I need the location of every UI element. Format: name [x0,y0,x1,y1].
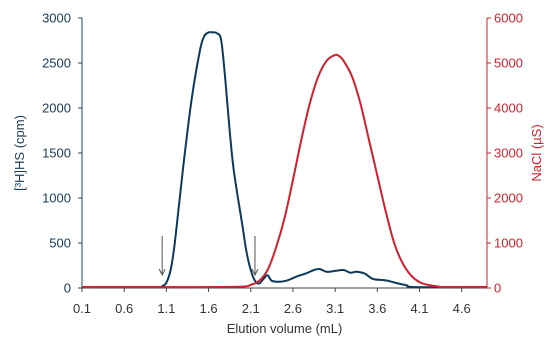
right-y-tick-label: 3000 [494,146,523,161]
left-y-tick-label: 500 [49,236,71,251]
nacl-series-line [81,53,488,289]
right-y-axis-title: NaCl (µS) [529,124,544,181]
arrows [158,236,259,277]
right-y-tick-label: 6000 [494,11,523,26]
left-y-tick-label: 3000 [42,11,71,26]
right-y-tick-label: 0 [494,281,501,296]
right-y-tick-label: 4000 [494,101,523,116]
x-tick-label: 2.1 [242,301,260,316]
ticks: 0.1 0.6 1.1 1.6 2.1 2.6 3.1 3.6 4.1 4.6 0 500 1000 15… [42,11,523,317]
left-y-tick-label: 0 [64,281,71,296]
x-axis-title: Elution volume (mL) [227,321,343,336]
x-tick-label: 4.1 [410,301,428,316]
right-y-tick-label: 2000 [494,191,523,206]
left-y-tick-label: 1500 [42,146,71,161]
x-tick-label: 1.6 [200,301,218,316]
left-y-tick-label: 1000 [42,191,71,206]
left-y-axis-title: [³H]HS (cpm) [12,115,27,191]
left-y-tick-label: 2000 [42,101,71,116]
x-tick-label: 0.1 [73,301,91,316]
x-tick-label: 3.6 [368,301,386,316]
x-tick-label: 1.1 [157,301,175,316]
x-tick-label: 4.6 [453,301,471,316]
x-tick-label: 3.1 [326,301,344,316]
right-y-tick-label: 5000 [494,56,523,71]
arrow-marker [158,236,166,277]
arrow-marker [251,236,259,277]
curves [81,31,488,289]
axes [81,18,488,289]
left-y-tick-label: 2500 [42,56,71,71]
x-tick-label: 0.6 [115,301,133,316]
right-y-tick-label: 1000 [494,236,523,251]
hs-series-line [81,31,488,289]
x-tick-label: 2.6 [284,301,302,316]
